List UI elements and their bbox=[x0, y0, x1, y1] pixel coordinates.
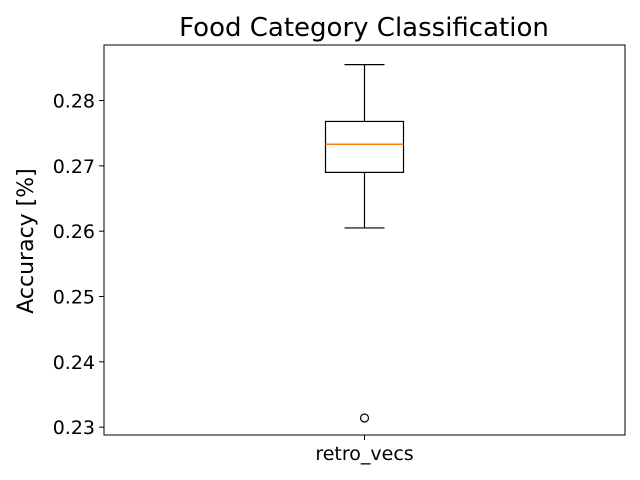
chart-title: Food Category Classification bbox=[179, 13, 549, 43]
y-tick-label: 0.26 bbox=[53, 221, 95, 243]
y-axis-label: Accuracy [%] bbox=[14, 168, 39, 314]
plot-area: 0.23 0.24 0.25 0.26 0.27 0.28 retro_vecs bbox=[53, 44, 626, 465]
box-iqr bbox=[324, 120, 405, 173]
y-tick-label: 0.23 bbox=[53, 417, 95, 439]
y-tick-label: 0.28 bbox=[53, 91, 95, 113]
y-tick-label: 0.24 bbox=[53, 352, 95, 374]
y-tick-label: 0.25 bbox=[53, 287, 95, 309]
outlier-point bbox=[359, 413, 370, 423]
x-tick-label: retro_vecs bbox=[315, 443, 413, 465]
y-tick-label: 0.27 bbox=[53, 156, 95, 178]
